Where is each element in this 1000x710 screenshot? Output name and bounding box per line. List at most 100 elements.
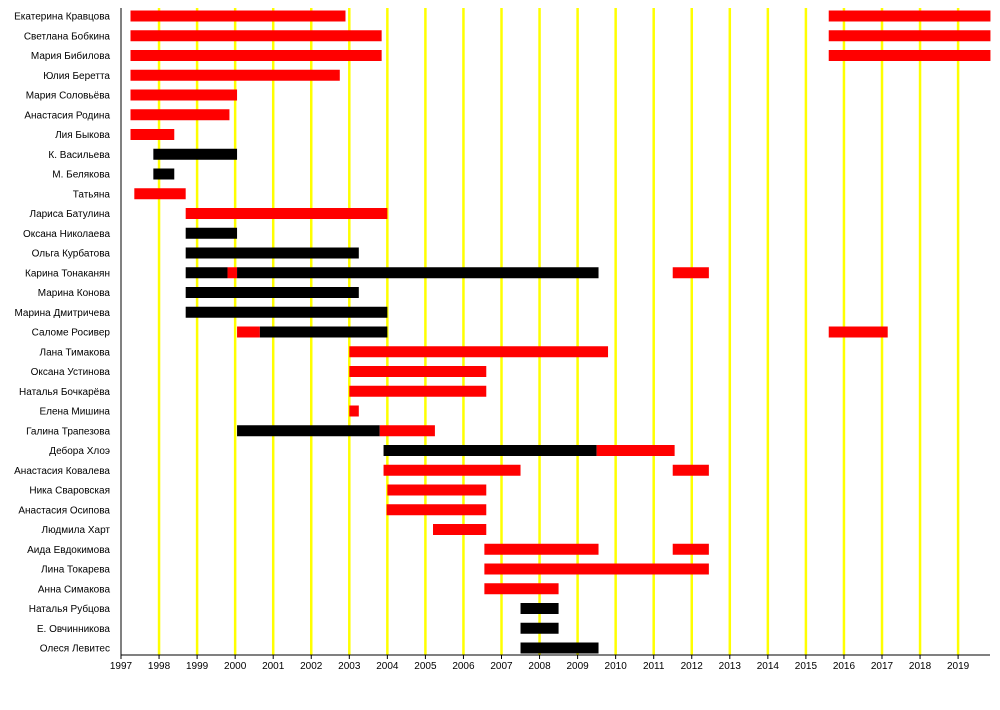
bar-segment — [130, 30, 382, 42]
x-tick-label: 2009 — [566, 661, 589, 672]
bar-segment — [185, 287, 359, 298]
bar-segment — [383, 445, 597, 456]
row-label: Наталья Рубцова — [29, 603, 111, 615]
bar-segment — [828, 30, 991, 42]
bar-segment — [185, 267, 228, 279]
bar-segment — [227, 267, 238, 279]
x-tick-label: 2007 — [490, 661, 513, 672]
bar-segment — [130, 129, 175, 140]
x-tick-label: 2015 — [795, 661, 818, 672]
row-label: Марина Дмитричева — [14, 308, 110, 319]
row-label: Мария Бибилова — [31, 50, 111, 62]
x-tick-label: 2013 — [719, 661, 742, 672]
row-label: Наталья Бочкарёва — [19, 387, 110, 398]
bar-segment — [237, 326, 260, 338]
x-tick-label: 2003 — [338, 661, 361, 672]
bar-segment — [520, 622, 559, 634]
bar-segment — [130, 109, 230, 121]
row-label: Галина Трапезова — [26, 426, 110, 437]
x-tick-label: 1997 — [110, 661, 133, 672]
bar-segment — [672, 464, 709, 476]
bar-segment — [349, 366, 487, 377]
x-tick-label: 2005 — [414, 661, 437, 672]
bar-segment — [259, 326, 388, 338]
bar-segment — [672, 543, 709, 555]
x-tick-label: 2011 — [643, 661, 665, 672]
bar-segment — [134, 188, 186, 200]
row-label: Анна Симакова — [38, 584, 111, 595]
bar-segment — [484, 563, 709, 575]
bar-segment — [520, 603, 559, 614]
row-label: Ольга Курбатова — [32, 248, 111, 260]
bar-segment — [386, 504, 487, 516]
x-tick-label: 2002 — [300, 661, 323, 672]
bar-segment — [130, 69, 340, 81]
bar-segment — [130, 89, 238, 101]
bar-segment — [185, 247, 359, 259]
row-label: Юлия Беретта — [43, 71, 110, 82]
x-tick-label: 2019 — [947, 661, 970, 672]
bar-segment — [349, 405, 359, 417]
x-tick-label: 2017 — [871, 661, 894, 672]
bar-segment — [237, 425, 380, 437]
bar-segment — [153, 168, 175, 180]
row-label: К. Васильева — [48, 150, 110, 161]
bar-segment — [484, 583, 559, 595]
bar-segment — [130, 50, 382, 61]
bar-segment — [153, 148, 238, 160]
x-tick-label: 1998 — [148, 661, 171, 672]
x-tick-label: 2012 — [681, 661, 704, 672]
bar-segment — [520, 642, 599, 654]
row-label: Карина Тонаканян — [25, 268, 110, 279]
row-label: Оксана Устинова — [31, 367, 111, 378]
row-label: Аида Евдокимова — [27, 545, 110, 556]
row-label: Людмила Харт — [42, 525, 111, 536]
row-label: Саломе Росивер — [32, 328, 111, 339]
row-label: Анастасия Ковалева — [14, 466, 110, 477]
x-tick-label: 2018 — [909, 661, 932, 672]
x-tick-label: 2010 — [605, 661, 628, 672]
row-label: Татьяна — [73, 189, 111, 200]
x-tick-label: 2004 — [376, 661, 399, 672]
row-label: Марина Конова — [38, 288, 111, 299]
bar-segment — [828, 10, 991, 22]
bar-segment — [349, 385, 487, 397]
row-label: Оксана Николаева — [23, 229, 110, 240]
x-tick-label: 2000 — [224, 661, 247, 672]
row-label: Е. Овчинникова — [37, 624, 111, 635]
x-tick-label: 2001 — [262, 661, 285, 672]
row-label: Дебора Хлоэ — [49, 445, 110, 457]
membership-bars — [130, 10, 991, 654]
row-label: Лана Тимакова — [40, 347, 111, 358]
row-label: Анастасия Осипова — [18, 505, 110, 516]
row-label: Елена Мишина — [39, 407, 110, 418]
row-label: Лина Токарева — [41, 565, 110, 576]
x-tick-label: 1999 — [186, 661, 209, 672]
bar-segment — [185, 306, 388, 318]
row-label: Светлана Бобкина — [24, 30, 111, 42]
name-labels: Екатерина Кравцова Светлана Бобкина Мария … — [14, 12, 110, 655]
x-tick-label: 2006 — [452, 661, 475, 672]
row-label: Екатерина Кравцова — [14, 12, 110, 23]
bar-segment — [237, 267, 599, 279]
bar-segment — [596, 445, 675, 456]
x-axis: 1997 1998 1999 2000 2001 2002 2003 2004 2005 2006… — [110, 8, 990, 672]
row-label: М. Белякова — [52, 170, 110, 181]
row-label: Мария Соловьёва — [26, 91, 111, 102]
bar-segment — [387, 484, 487, 496]
x-tick-label: 2014 — [757, 661, 780, 672]
bar-segment — [185, 208, 388, 219]
bar-segment — [383, 464, 521, 476]
bar-segment — [484, 543, 599, 555]
bar-segment — [433, 524, 487, 535]
x-tick-label: 2016 — [833, 661, 856, 672]
bar-segment — [828, 50, 991, 61]
row-label: Лариса Батулина — [30, 209, 111, 220]
row-label: Анастасия Родина — [24, 110, 110, 121]
bar-segment — [349, 346, 609, 358]
row-label: Лия Быкова — [55, 130, 110, 141]
bar-segment — [185, 227, 238, 239]
row-label: Олеся Левитес — [40, 644, 110, 655]
bar-segment — [379, 425, 435, 437]
